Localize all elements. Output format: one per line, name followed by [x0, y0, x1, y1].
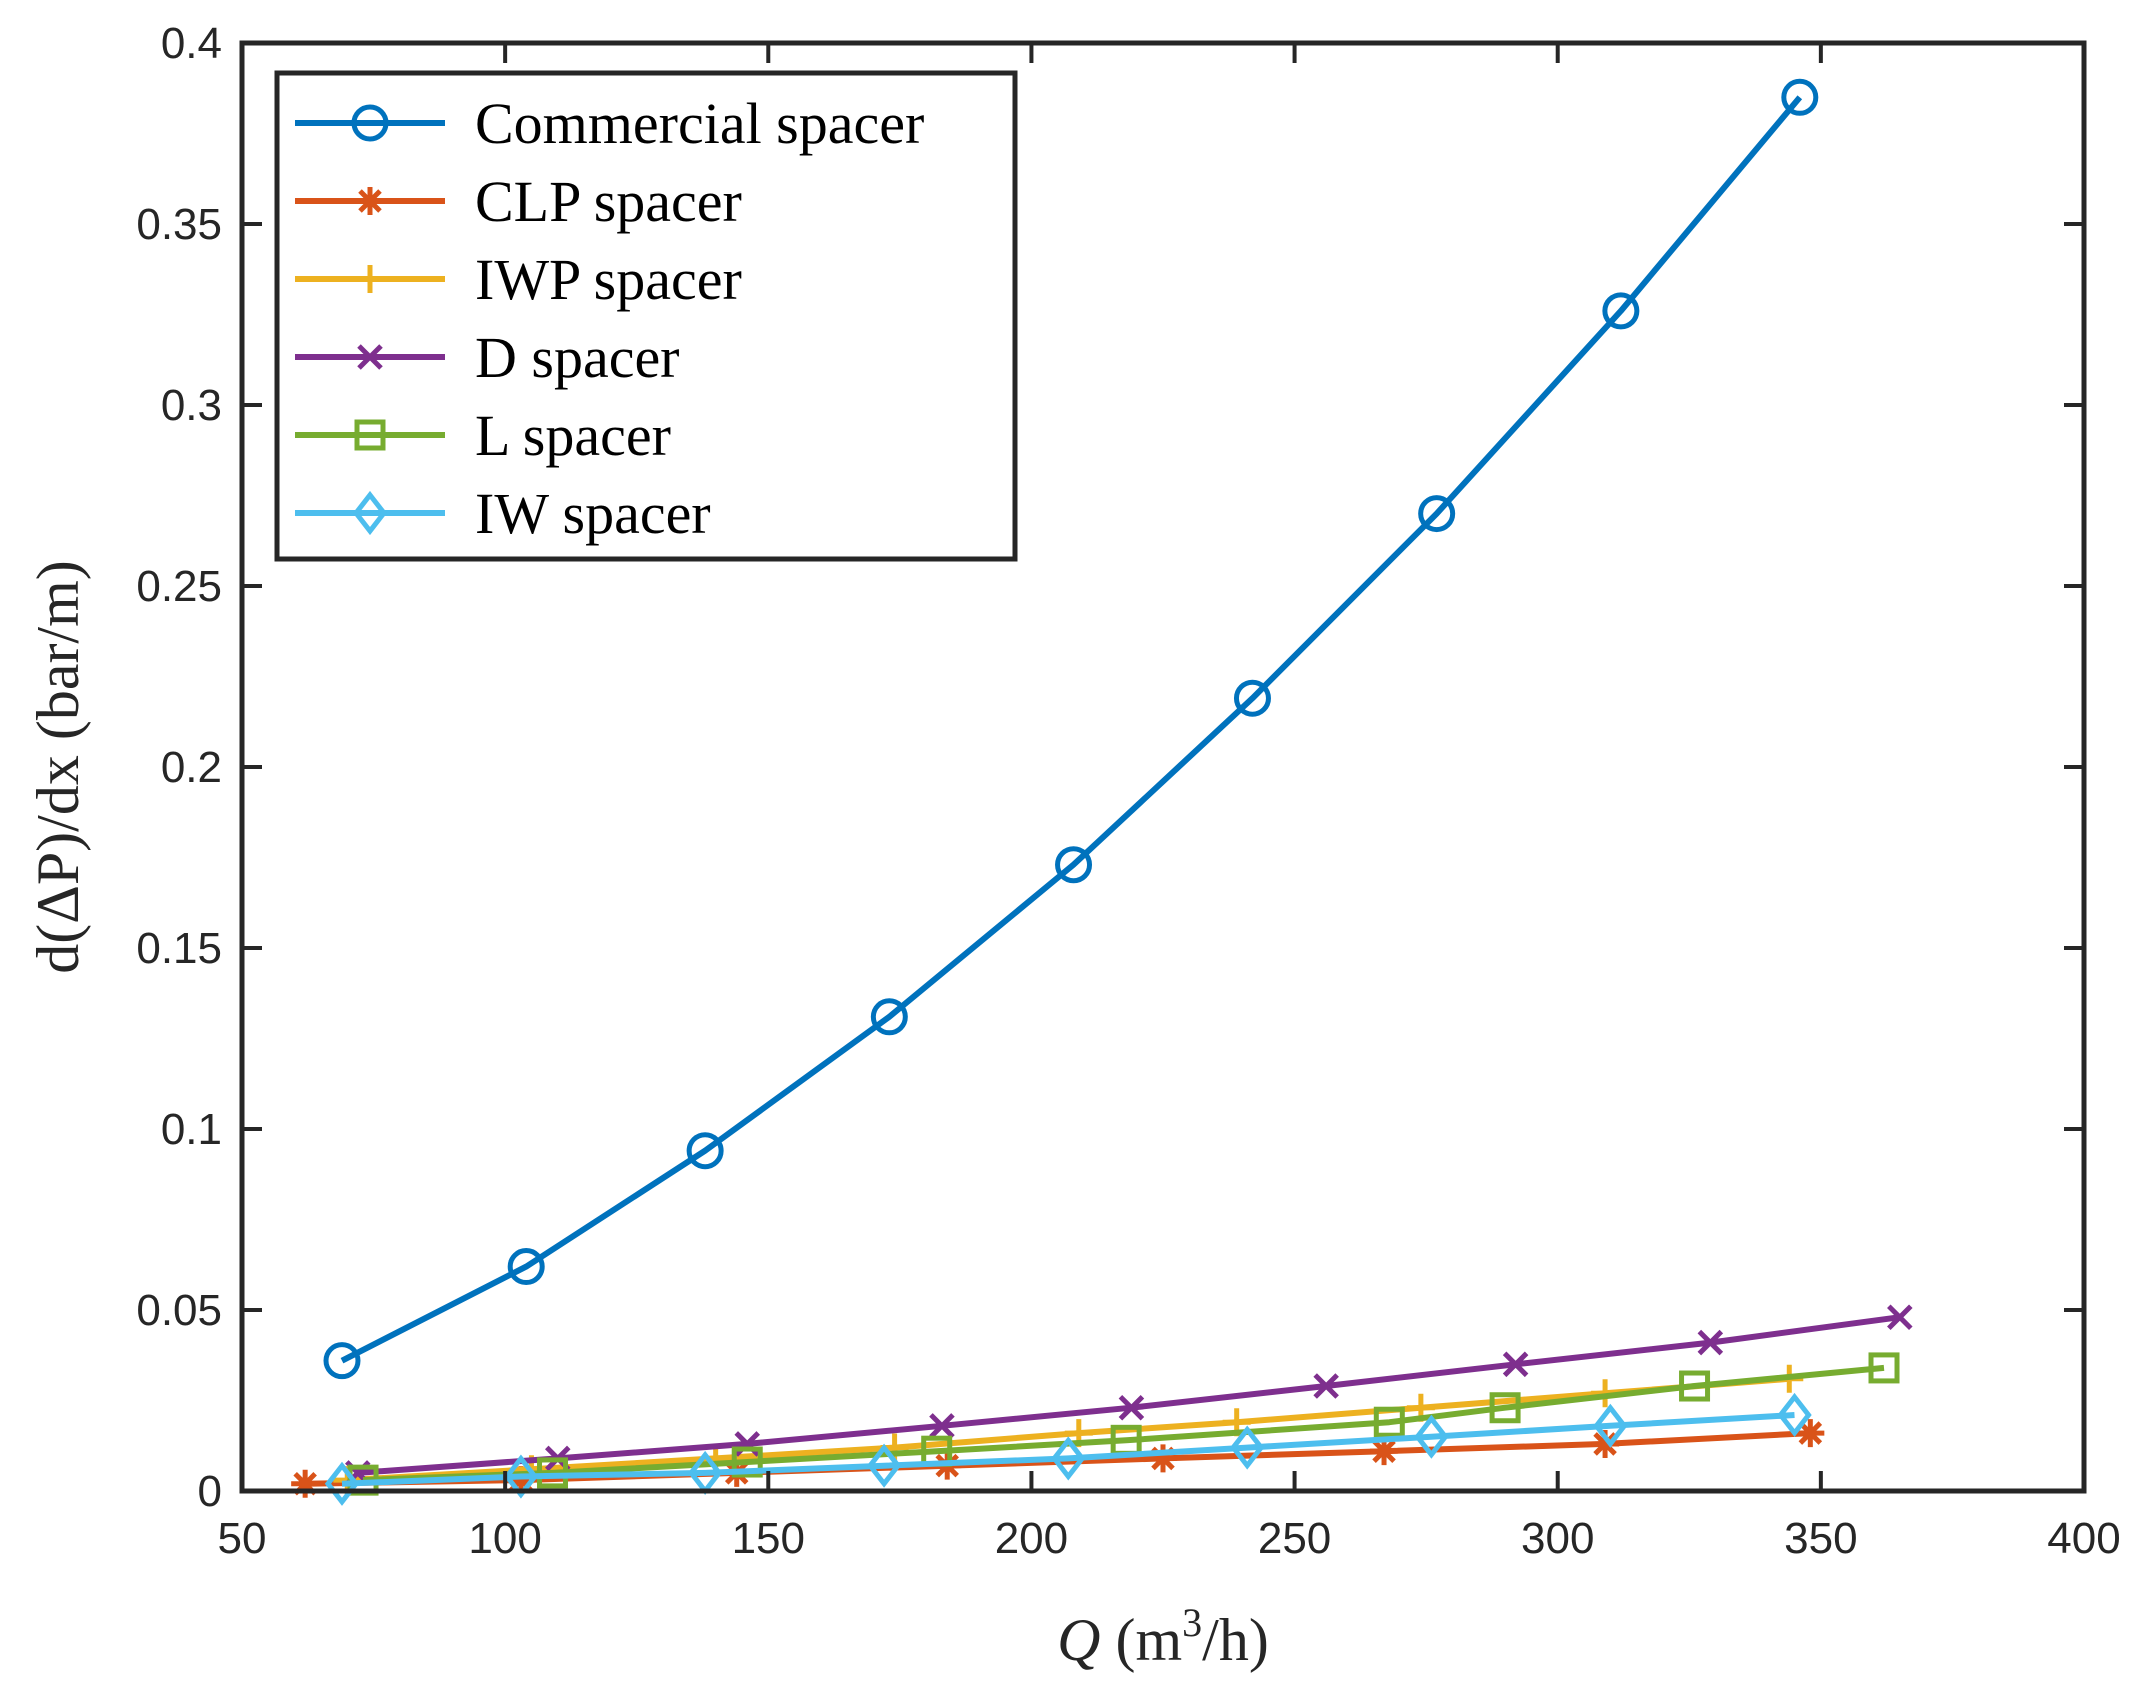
data-point [1414, 1414, 1449, 1459]
series-line [341, 1412, 1795, 1487]
y-tick-label: 0.3 [161, 381, 222, 430]
data-point [1149, 1444, 1177, 1473]
data-point [1602, 292, 1640, 330]
x-tick-label: 50 [218, 1514, 267, 1563]
x-axis-unit-close: /h) [1202, 1607, 1269, 1673]
data-point [1118, 1394, 1145, 1421]
legend-label: IW spacer [475, 481, 711, 546]
x-tick-label: 350 [1784, 1514, 1857, 1563]
data-point [324, 1461, 360, 1506]
x-tick-label: 200 [995, 1514, 1068, 1563]
data-point [1679, 1370, 1711, 1402]
x-axis-variable: Q [1057, 1607, 1115, 1673]
legend-item: IWP spacer [295, 247, 742, 312]
y-axis-label: d(ΔP)/dx (bar/m) [25, 560, 91, 974]
series-l-spacer [347, 1352, 1900, 1496]
data-point [1370, 1437, 1399, 1466]
legend-marker [356, 187, 384, 215]
legend-marker [356, 265, 384, 293]
series-line [362, 1364, 1885, 1484]
data-point [929, 1413, 955, 1439]
data-point [1313, 1373, 1339, 1399]
data-point [1233, 679, 1271, 717]
data-point [507, 1248, 545, 1286]
legend-marker [352, 490, 388, 536]
data-point [1055, 846, 1093, 884]
data-point [1230, 1425, 1265, 1470]
data-point [291, 1469, 320, 1498]
data-point [870, 998, 908, 1036]
x-tick-label: 300 [1521, 1514, 1594, 1563]
legend-item: CLP spacer [295, 169, 742, 234]
data-point [1418, 495, 1456, 533]
legend: Commercial spacer CLP spacer IWP spacer D s… [274, 70, 1018, 562]
data-point [1373, 1406, 1405, 1438]
y-tick-label: 0 [198, 1467, 222, 1516]
data-point [323, 1342, 361, 1380]
y-tick-label: 0.15 [136, 924, 222, 973]
data-point [1593, 1403, 1628, 1448]
data-point [506, 1466, 535, 1495]
legend-item: L spacer [295, 403, 671, 468]
legend-label: Commercial spacer [475, 91, 924, 156]
y-tick-label: 0.35 [136, 200, 222, 249]
data-series-layer [291, 78, 1913, 1506]
legend-label: D spacer [475, 325, 680, 390]
x-tick-label: 150 [732, 1514, 805, 1563]
data-point [1051, 1436, 1086, 1481]
axes-layer: 50 100 150 200 250 300 350 400 0 0.05 0.1 0.15 0.2 0.… [136, 19, 2120, 1563]
legend-marker [351, 104, 389, 142]
x-tick-label: 400 [2047, 1514, 2120, 1563]
x-axis-label: Q (m3/h) [1057, 1600, 1269, 1673]
data-point [1781, 78, 1819, 116]
data-point [1591, 1429, 1620, 1458]
data-point [1502, 1351, 1529, 1378]
legend-marker [357, 344, 383, 370]
legend-item: D spacer [295, 325, 680, 390]
series-iw-spacer [324, 1392, 1812, 1506]
x-axis-unit-open: (m [1116, 1607, 1183, 1673]
data-point [866, 1443, 902, 1488]
series-commercial-spacer [323, 78, 1819, 1380]
legend-label: L spacer [475, 403, 671, 468]
legend-item: IW spacer [295, 481, 711, 546]
data-point [1796, 1419, 1825, 1448]
x-tick-label: 250 [1258, 1514, 1331, 1563]
data-point [1777, 1392, 1812, 1438]
y-tick-label: 0.4 [161, 19, 222, 68]
y-tick-label: 0.05 [136, 1286, 222, 1335]
legend-label: CLP spacer [475, 169, 742, 234]
data-point [686, 1132, 724, 1170]
y-tick-label: 0.25 [136, 562, 222, 611]
series-line [340, 95, 1803, 1364]
legend-label: IWP spacer [475, 247, 742, 312]
x-axis-unit-superscript: 3 [1182, 1600, 1202, 1645]
y-tick-label: 0.1 [161, 1105, 222, 1154]
data-point [503, 1454, 539, 1499]
data-point [1868, 1352, 1900, 1384]
legend-box [274, 70, 1018, 562]
data-point [1887, 1304, 1913, 1331]
data-point [731, 1446, 763, 1478]
data-point [1697, 1329, 1724, 1356]
legend-marker [354, 419, 386, 451]
x-tick-label: 100 [468, 1514, 541, 1563]
legend-item: Commercial spacer [295, 91, 924, 156]
y-tick-label: 0.2 [161, 743, 222, 792]
data-point [1489, 1392, 1521, 1424]
